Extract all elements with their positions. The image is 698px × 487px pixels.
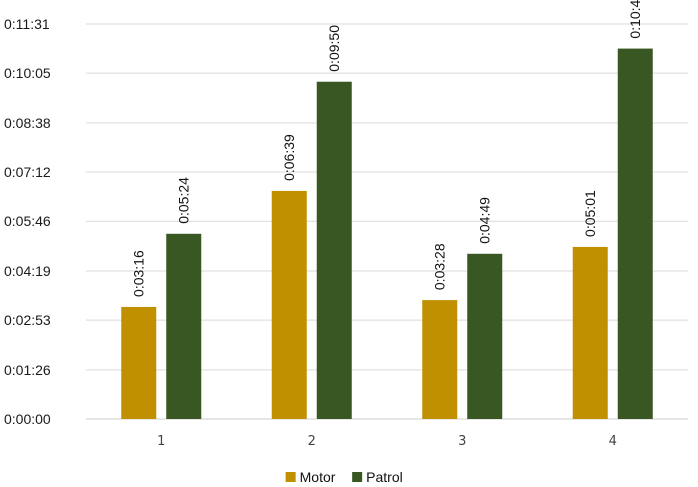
legend-swatch (285, 472, 296, 482)
bar-patrol-2 (316, 81, 352, 419)
y-tick-label: 0:05:46 (4, 213, 51, 229)
data-label-patrol-4: 0:10:48 (627, 0, 643, 39)
x-tick-label: 1 (157, 434, 165, 449)
x-axis-tick-labels: 1 2 3 4 (157, 434, 617, 449)
data-label-patrol-3: 0:04:49 (477, 197, 493, 244)
y-tick-label: 0:01:26 (4, 362, 51, 378)
y-axis-tick-labels: 0:00:00 0:01:26 0:02:53 0:04:19 0:05:46 0:07:… (4, 16, 51, 427)
legend-label: Patrol (366, 469, 403, 485)
legend-label: Motor (300, 469, 336, 485)
legend-item-patrol[interactable]: Patrol (352, 469, 403, 485)
x-tick-label: 2 (308, 434, 316, 449)
data-label-motor-4: 0:05:01 (582, 190, 598, 237)
data-label-motor-3: 0:03:28 (432, 243, 448, 290)
data-label-motor-2: 0:06:39 (281, 134, 297, 181)
bar-patrol-1 (166, 233, 202, 419)
legend[interactable]: Motor Patrol (285, 469, 403, 485)
legend-item-motor[interactable]: Motor (285, 469, 336, 485)
bar-motor-1 (121, 306, 157, 419)
y-tick-label: 0:08:38 (4, 115, 51, 131)
data-label-motor-1: 0:03:16 (131, 250, 147, 297)
x-tick-label: 4 (609, 434, 617, 449)
data-label-patrol-1: 0:05:24 (176, 177, 192, 224)
legend-swatch (352, 472, 363, 482)
y-tick-label: 0:11:31 (4, 16, 50, 32)
y-tick-label: 0:00:00 (4, 411, 51, 427)
bar-patrol-3 (467, 253, 503, 419)
y-tick-label: 0:07:12 (4, 164, 51, 180)
bar-motor-3 (422, 300, 458, 419)
bar-patrol-4 (617, 48, 653, 419)
bar-motor-2 (271, 190, 307, 419)
data-labels: 0:03:16 0:05:24 0:06:39 0:09:50 0:03:28 0:04:… (131, 0, 644, 297)
y-tick-label: 0:04:19 (4, 263, 51, 279)
bar-motor-4 (572, 246, 608, 419)
data-label-patrol-2: 0:09:50 (326, 25, 342, 72)
y-tick-label: 0:10:05 (4, 65, 51, 81)
bars (121, 48, 653, 419)
y-tick-label: 0:02:53 (4, 312, 51, 328)
x-tick-label: 3 (458, 434, 466, 449)
